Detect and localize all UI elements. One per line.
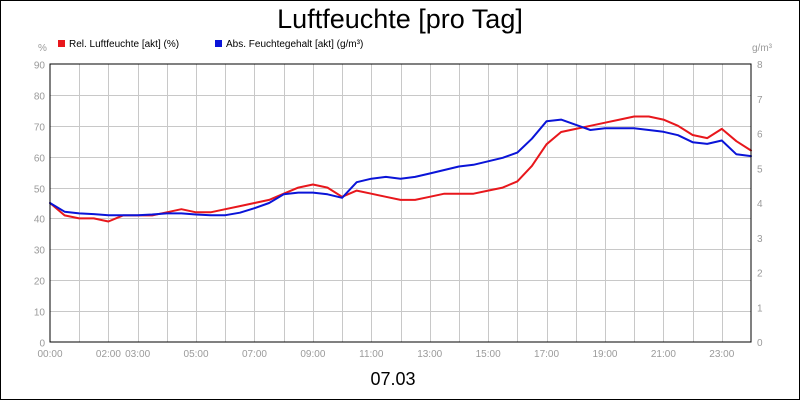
date-label: 07.03 [370,369,415,389]
right-axis-tick-label: 5 [757,164,763,175]
right-axis-tick-label: 0 [757,338,763,349]
right-axis-tick-label: 1 [757,303,763,314]
x-axis-tick-label: 07:00 [242,349,267,360]
legend-label-rel-humidity: Rel. Luftfeuchte [akt] (%) [69,39,179,50]
left-axis-tick-label: 30 [34,246,46,257]
chart-title: Luftfeuchte [pro Tag] [277,4,523,34]
right-axis-tick-label: 8 [757,60,763,71]
left-axis-tick-label: 20 [34,277,46,288]
x-axis-tick-label: 19:00 [592,349,617,360]
x-axis-tick-label: 02:00 [96,349,121,360]
left-axis-tick-label: 80 [34,92,46,103]
right-axis-tick-label: 7 [757,95,763,106]
right-axis-tick-label: 3 [757,234,763,245]
legend: Rel. Luftfeuchte [akt] (%) Abs. Feuchteg… [58,39,363,50]
left-axis-tick-label: 90 [34,61,46,72]
x-axis-tick-label: 03:00 [125,349,150,360]
x-axis-tick-label: 11:00 [359,349,384,360]
right-axis-tick-label: 2 [757,269,763,280]
x-axis-tick-label: 17:00 [534,349,559,360]
x-axis-tick-label: 09:00 [300,349,325,360]
right-axis-tick-label: 4 [757,199,763,210]
left-axis-tick-label: 0 [39,339,45,350]
legend-label-abs-humidity: Abs. Feuchtegehalt [akt] (g/m³) [226,39,363,50]
series-line-rel-humidity [49,115,752,223]
tick-labels: 0 10 20 30 40 50 60 70 80 90 0 1 2 3 4 5 6 7 8 00:00 02:00 03… [34,60,763,360]
left-axis-tick-label: 50 [34,185,46,196]
left-axis-tick-label: 40 [34,215,46,226]
legend-swatch-rel-humidity [58,40,65,47]
left-axis-unit: % [38,43,47,54]
x-axis-tick-label: 15:00 [476,349,501,360]
x-axis-tick-label: 23:00 [709,349,734,360]
right-axis-unit: g/m³ [752,43,773,54]
left-axis-tick-label: 10 [34,308,46,319]
right-axis-tick-label: 6 [757,130,763,141]
legend-swatch-abs-humidity [215,40,222,47]
x-axis-tick-label: 13:00 [417,349,442,360]
x-axis-tick-label: 00:00 [37,349,62,360]
x-axis-tick-label: 21:00 [651,349,676,360]
data-series [49,115,752,223]
x-axis-tick-label: 05:00 [184,349,209,360]
grid [50,64,751,342]
left-axis-tick-label: 70 [34,123,46,134]
series-line-abs-humidity [49,118,752,217]
plot-area-border [49,63,752,343]
left-axis-tick-label: 60 [34,154,46,165]
